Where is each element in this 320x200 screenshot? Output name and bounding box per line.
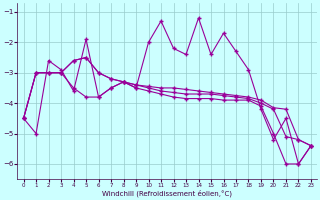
X-axis label: Windchill (Refroidissement éolien,°C): Windchill (Refroidissement éolien,°C) [102, 190, 232, 197]
